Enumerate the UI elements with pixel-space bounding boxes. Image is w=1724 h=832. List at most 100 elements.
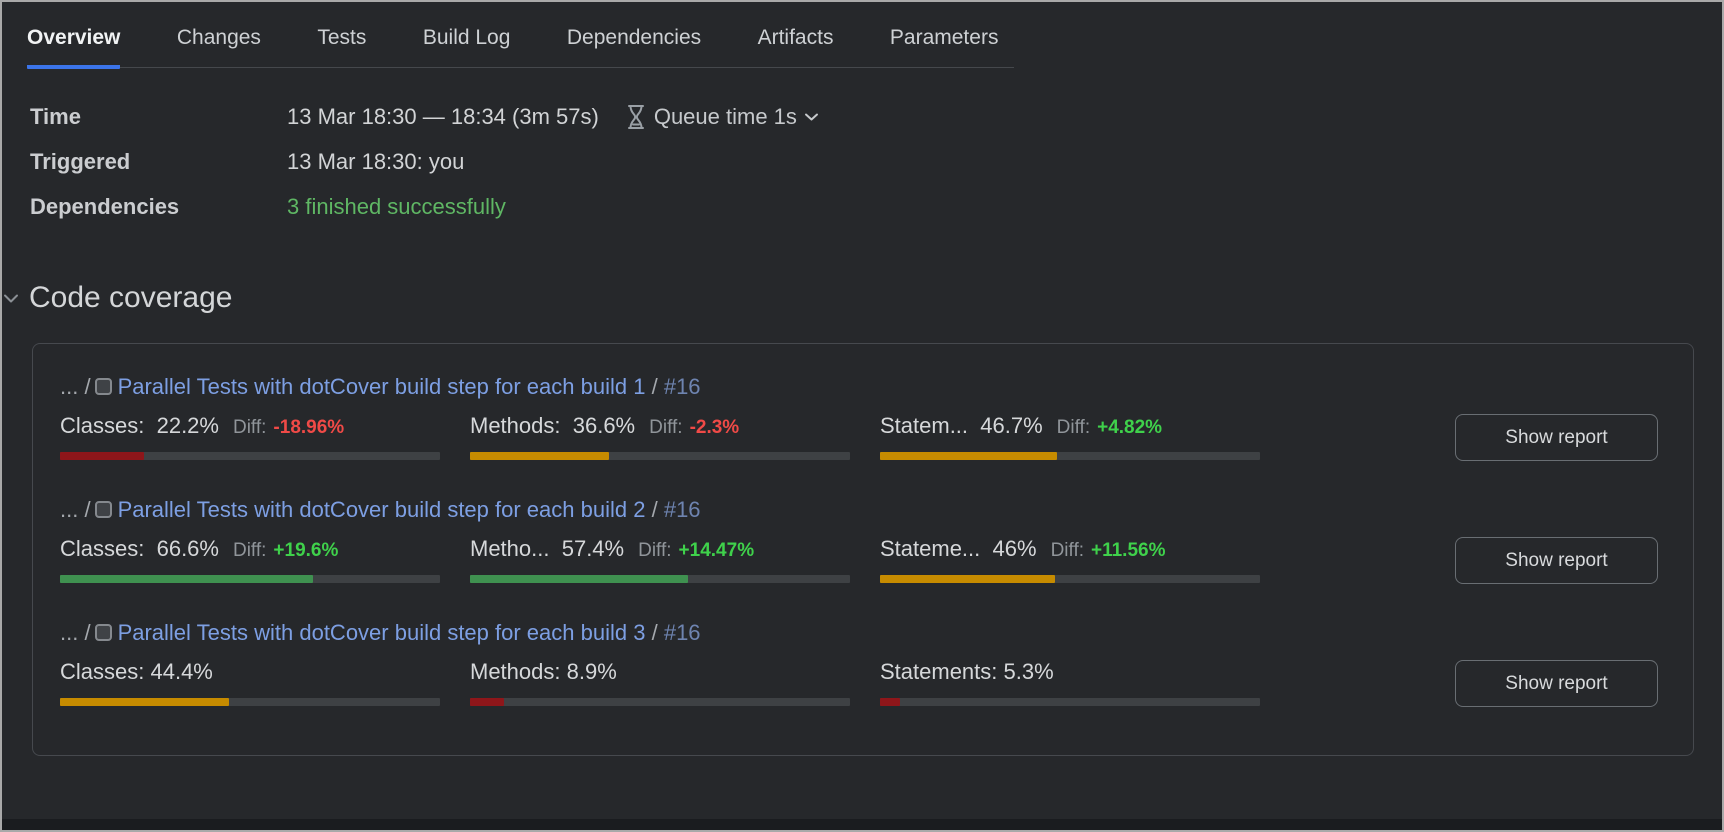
dependencies-row: Dependencies 3 finished successfully: [30, 184, 1722, 229]
build-number-link[interactable]: #16: [663, 374, 701, 399]
coverage-bar-fill: [60, 698, 229, 706]
tab-strip: Overview Changes Tests Build Log Depende…: [27, 26, 1015, 69]
metric-label: Statements: 5.3%: [880, 659, 1054, 684]
coverage-bar: [880, 698, 1260, 706]
build-link[interactable]: Parallel Tests with dotCover build step …: [117, 620, 646, 645]
metric-label: Methods: 36.6%: [470, 413, 636, 438]
coverage-bar: [60, 698, 440, 706]
path-ellipsis[interactable]: ... /: [60, 497, 91, 522]
diff-label: Diff:: [232, 417, 267, 438]
build-type-icon: [94, 624, 112, 641]
coverage-bar-fill: [880, 698, 901, 706]
metrics-row: Classes: 66.6% Diff: +19.6% Metho... 57.…: [60, 536, 1666, 583]
metric-label: Stateme... 46%: [880, 536, 1037, 561]
diff-value: +11.56%: [1091, 540, 1166, 561]
metric-label: Metho... 57.4%: [470, 536, 625, 561]
window-bottom-edge: [2, 819, 1722, 830]
diff-label: Diff:: [232, 540, 267, 561]
build-type-icon: [94, 378, 112, 395]
metric-methods: Metho... 57.4% Diff: +14.47%: [470, 536, 850, 583]
metric-label: Methods: 8.9%: [470, 659, 617, 684]
coverage-bar: [880, 452, 1260, 460]
triggered-value: 13 Mar 18:30: you: [287, 148, 465, 174]
metric-classes: Classes: 22.2% Diff: -18.96%: [60, 413, 440, 460]
diff-label: Diff:: [1056, 417, 1091, 438]
diff-label: Diff:: [1050, 540, 1084, 561]
path-separator: /: [651, 497, 658, 522]
metric-methods: Methods: 36.6% Diff: -2.3%: [470, 413, 850, 460]
metric-statements: Statem... 46.7% Diff: +4.82%: [880, 413, 1260, 460]
code-coverage-header: Code coverage: [2, 281, 1722, 315]
build-number-link[interactable]: #16: [663, 620, 701, 645]
tab-tests[interactable]: Tests: [317, 26, 367, 49]
tab-changes[interactable]: Changes: [176, 26, 261, 49]
code-coverage-panel: ... / Parallel Tests with dotCover build …: [32, 343, 1694, 756]
metric-methods: Methods: 8.9%: [470, 659, 850, 706]
coverage-bar: [880, 575, 1260, 583]
metric-statements: Stateme... 46% Diff: +11.56%: [880, 536, 1260, 583]
dependencies-label: Dependencies: [30, 193, 180, 219]
coverage-bar: [60, 575, 440, 583]
coverage-row: ... / Parallel Tests with dotCover build …: [60, 497, 1666, 584]
build-title: ... / Parallel Tests with dotCover build …: [60, 497, 1666, 523]
hourglass-icon: [626, 104, 646, 130]
chevron-down-icon: [804, 112, 819, 122]
build-title: ... / Parallel Tests with dotCover build …: [60, 620, 1666, 646]
section-title: Code coverage: [29, 281, 233, 314]
diff-value: +4.82%: [1097, 417, 1163, 438]
show-report-button[interactable]: Show report: [1455, 414, 1658, 461]
build-info: Time 13 Mar 18:30 — 18:34 (3m 57s) Queue…: [30, 94, 1722, 229]
diff-value: +14.47%: [678, 540, 755, 561]
metrics-row: Classes: 44.4% Methods: 8.9% Statements:…: [60, 659, 1666, 706]
coverage-bar-fill: [470, 452, 610, 460]
queue-time-label: Queue time 1s: [653, 103, 797, 129]
metric-label: Classes: 22.2%: [60, 413, 219, 438]
path-ellipsis[interactable]: ... /: [60, 620, 91, 645]
tab-parameters[interactable]: Parameters: [889, 26, 999, 49]
time-value: 13 Mar 18:30 — 18:34 (3m 57s): [287, 103, 599, 129]
metric-label: Classes: 66.6%: [60, 536, 219, 561]
coverage-bar: [60, 452, 440, 460]
dependencies-status[interactable]: 3 finished successfully: [287, 193, 506, 219]
tab-overview[interactable]: Overview: [27, 26, 121, 69]
show-report-button[interactable]: Show report: [1455, 660, 1658, 707]
coverage-bar: [470, 698, 850, 706]
coverage-bar: [470, 575, 850, 583]
diff-label: Diff:: [638, 540, 672, 561]
triggered-row: Triggered 13 Mar 18:30: you: [30, 139, 1722, 184]
coverage-bar-fill: [60, 575, 314, 583]
path-ellipsis[interactable]: ... /: [60, 374, 91, 399]
coverage-bar-fill: [470, 698, 504, 706]
show-report-button[interactable]: Show report: [1455, 537, 1658, 584]
section-collapse-chevron-icon[interactable]: [3, 293, 19, 304]
path-separator: /: [651, 620, 658, 645]
build-link[interactable]: Parallel Tests with dotCover build step …: [117, 497, 646, 522]
build-number-link[interactable]: #16: [663, 497, 701, 522]
metric-label: Statem... 46.7%: [880, 413, 1043, 438]
diff-value: -2.3%: [689, 417, 740, 438]
tab-dependencies[interactable]: Dependencies: [566, 26, 702, 49]
metric-label: Classes: 44.4%: [60, 659, 213, 684]
metric-classes: Classes: 44.4%: [60, 659, 440, 706]
diff-value: -18.96%: [273, 417, 345, 438]
metric-statements: Statements: 5.3%: [880, 659, 1260, 706]
diff-label: Diff:: [649, 417, 683, 438]
triggered-label: Triggered: [30, 148, 131, 174]
coverage-row: ... / Parallel Tests with dotCover build …: [60, 374, 1666, 461]
path-separator: /: [651, 374, 658, 399]
coverage-bar: [470, 452, 850, 460]
metric-classes: Classes: 66.6% Diff: +19.6%: [60, 536, 440, 583]
tab-build-log[interactable]: Build Log: [422, 26, 511, 49]
coverage-bar-fill: [60, 452, 145, 460]
coverage-bar-fill: [880, 452, 1058, 460]
tab-artifacts[interactable]: Artifacts: [757, 26, 834, 49]
coverage-bar-fill: [470, 575, 689, 583]
coverage-bar-fill: [880, 575, 1055, 583]
queue-time-toggle[interactable]: Queue time 1s: [626, 104, 819, 130]
diff-value: +19.6%: [273, 540, 339, 561]
build-tab-bar: Overview Changes Tests Build Log Depende…: [2, 2, 1722, 69]
coverage-row: ... / Parallel Tests with dotCover build …: [60, 620, 1666, 707]
build-title: ... / Parallel Tests with dotCover build …: [60, 374, 1666, 400]
build-link[interactable]: Parallel Tests with dotCover build step …: [117, 374, 646, 399]
